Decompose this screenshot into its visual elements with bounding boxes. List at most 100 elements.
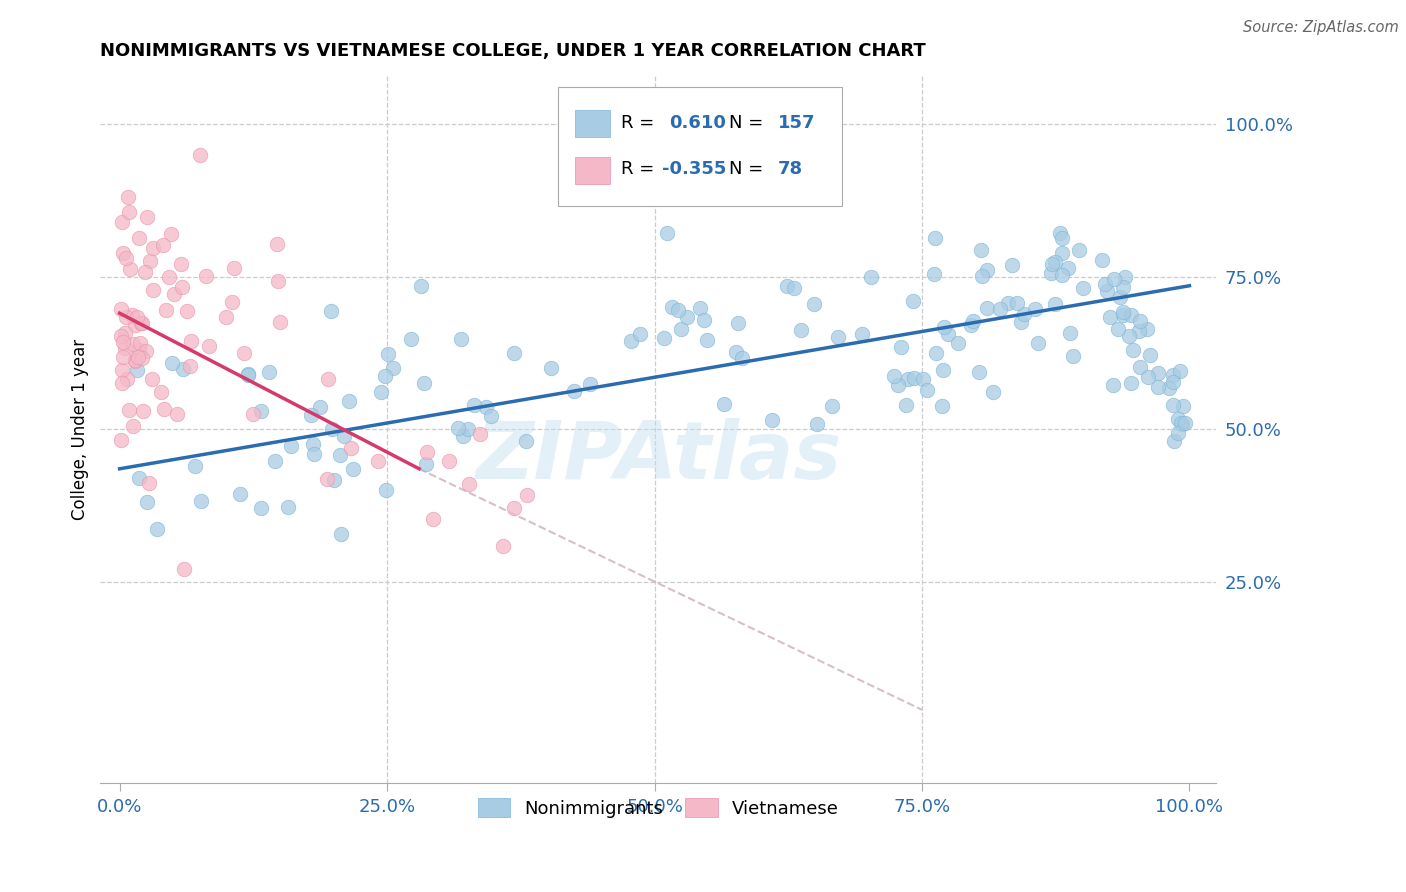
Point (821, 399, 844, 413)
Point (463, 398, 485, 412)
Point (1128, 324, 1150, 338)
Point (124, 352, 146, 367)
Point (163, 287, 186, 301)
Point (1161, 376, 1184, 390)
Bar (575, 157, 610, 184)
Point (932, 319, 955, 334)
Point (1005, 296, 1028, 310)
Point (1094, 277, 1116, 291)
Point (128, 343, 150, 357)
Point (1114, 269, 1136, 284)
Bar (575, 110, 610, 136)
Point (118, 403, 141, 417)
Point (367, 454, 389, 468)
Point (121, 308, 143, 322)
Point (515, 487, 537, 501)
Point (238, 368, 260, 382)
Point (321, 303, 343, 318)
Point (135, 344, 157, 359)
Point (1057, 261, 1080, 276)
Point (1147, 379, 1170, 393)
Point (887, 378, 910, 392)
Point (179, 359, 201, 373)
Point (1122, 343, 1144, 357)
Point (122, 419, 145, 434)
Text: -0.355: -0.355 (662, 161, 725, 178)
Point (1139, 348, 1161, 362)
Point (118, 262, 141, 277)
Point (562, 384, 585, 398)
Point (960, 318, 983, 332)
Point (515, 434, 537, 448)
Point (323, 474, 346, 488)
Point (693, 313, 716, 327)
Point (127, 350, 149, 364)
Point (340, 441, 363, 455)
Point (190, 493, 212, 508)
Point (299, 408, 322, 422)
Point (136, 210, 159, 224)
Point (266, 236, 288, 251)
Point (342, 462, 364, 476)
Point (302, 447, 325, 461)
Point (676, 310, 699, 325)
Point (128, 471, 150, 485)
Point (215, 310, 238, 325)
Point (1167, 412, 1189, 426)
Point (112, 245, 135, 260)
Point (170, 257, 193, 271)
Point (131, 351, 153, 365)
Point (134, 265, 156, 279)
Point (1073, 281, 1095, 295)
Point (160, 356, 183, 370)
Point (897, 372, 920, 386)
Point (124, 318, 146, 333)
Point (138, 476, 160, 491)
Point (329, 448, 352, 462)
Point (139, 254, 162, 268)
Point (1052, 231, 1074, 245)
Point (967, 365, 990, 379)
Point (224, 260, 246, 275)
Point (142, 283, 165, 297)
Point (110, 433, 132, 447)
Point (447, 420, 470, 434)
Point (666, 303, 689, 318)
Point (114, 326, 136, 340)
Point (970, 243, 993, 257)
Y-axis label: College, Under 1 year: College, Under 1 year (72, 339, 89, 520)
Point (413, 376, 436, 391)
Text: R =: R = (621, 161, 655, 178)
Point (894, 398, 917, 412)
Point (249, 404, 271, 418)
Point (110, 301, 132, 316)
Point (409, 278, 432, 293)
Point (669, 322, 692, 336)
Point (257, 366, 280, 380)
Point (761, 413, 783, 427)
Point (503, 346, 526, 360)
Point (267, 274, 290, 288)
Point (1147, 366, 1170, 380)
Point (198, 339, 221, 353)
Point (890, 341, 912, 355)
Point (655, 227, 678, 241)
Point (713, 397, 735, 411)
Point (931, 399, 953, 413)
Point (976, 301, 998, 316)
Point (242, 407, 264, 421)
Point (399, 332, 422, 346)
Point (479, 409, 502, 423)
Point (269, 315, 291, 329)
Point (689, 301, 711, 315)
Point (859, 270, 882, 285)
Point (803, 297, 825, 311)
Point (1112, 308, 1135, 322)
Point (229, 487, 252, 501)
Point (936, 326, 959, 341)
Point (277, 500, 299, 515)
Point (159, 227, 181, 241)
Point (1059, 326, 1081, 340)
Point (152, 238, 174, 252)
Legend: Nonimmigrants, Vietnamese: Nonimmigrants, Vietnamese (471, 791, 846, 825)
